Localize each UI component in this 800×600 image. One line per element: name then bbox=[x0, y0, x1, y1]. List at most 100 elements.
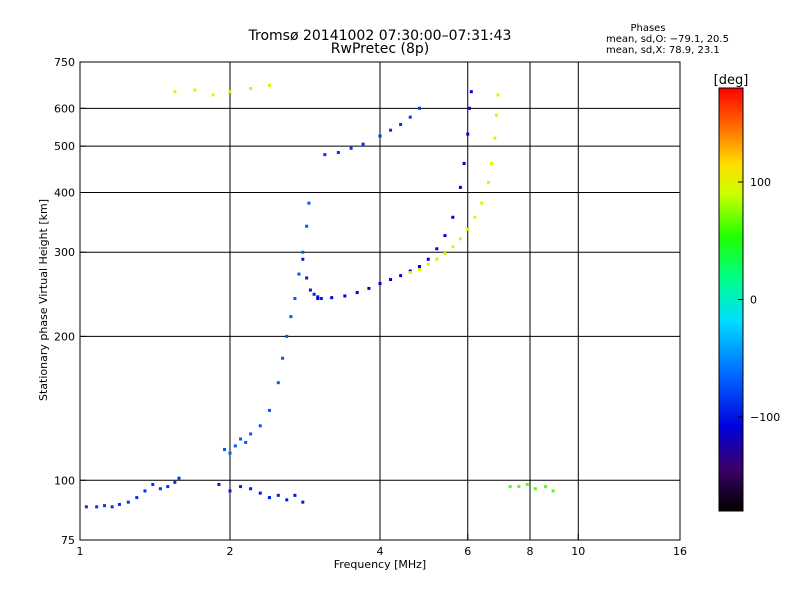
data-point bbox=[293, 493, 297, 497]
data-point bbox=[103, 504, 107, 508]
data-point bbox=[408, 115, 412, 119]
data-point bbox=[228, 90, 232, 94]
data-point bbox=[533, 487, 537, 491]
data-point bbox=[480, 201, 484, 205]
data-point bbox=[276, 381, 280, 385]
data-point bbox=[239, 485, 243, 489]
data-point bbox=[307, 201, 311, 205]
data-point bbox=[316, 295, 320, 299]
grid-lines bbox=[80, 62, 680, 540]
x-tick-label: 16 bbox=[673, 545, 687, 558]
data-point bbox=[239, 437, 243, 441]
data-point bbox=[276, 493, 280, 497]
data-point bbox=[228, 489, 232, 493]
data-point bbox=[117, 502, 121, 506]
data-point bbox=[267, 408, 271, 412]
data-point bbox=[443, 234, 447, 238]
data-point bbox=[228, 451, 232, 455]
data-point bbox=[361, 142, 365, 146]
chart-subtitle: RwPretec (8p) bbox=[331, 41, 429, 57]
y-tick-label: 100 bbox=[54, 474, 75, 487]
chart-title: Tromsø 20141002 07:30:00–07:31:43 bbox=[248, 28, 512, 44]
colorbar-tick-label: 100 bbox=[750, 176, 771, 189]
data-point bbox=[233, 444, 237, 448]
data-point bbox=[462, 161, 466, 165]
x-tick-label: 10 bbox=[571, 545, 585, 558]
data-point bbox=[211, 93, 215, 97]
data-point bbox=[389, 278, 393, 282]
data-point bbox=[312, 292, 316, 296]
data-point bbox=[223, 447, 227, 451]
data-point bbox=[281, 356, 285, 360]
stats-heading: Phases bbox=[630, 23, 665, 34]
data-point bbox=[110, 505, 114, 509]
x-tick-label: 2 bbox=[227, 545, 234, 558]
y-tick-label: 200 bbox=[54, 330, 75, 343]
data-point bbox=[417, 265, 421, 269]
data-point bbox=[517, 485, 521, 489]
data-point bbox=[378, 282, 382, 286]
data-point bbox=[293, 297, 297, 301]
data-point bbox=[493, 136, 497, 140]
x-axis-label: Frequency [MHz] bbox=[334, 558, 426, 571]
data-point bbox=[443, 252, 447, 256]
axis-ticks: 1 2 4 6 8 10 16 75 100 200 300 400 500 600 750 bbox=[54, 56, 687, 558]
data-point bbox=[355, 291, 359, 295]
colorbar-tick-label: 0 bbox=[750, 294, 757, 307]
data-point bbox=[151, 482, 155, 486]
data-point bbox=[458, 185, 462, 189]
data-point bbox=[143, 489, 147, 493]
data-point bbox=[289, 315, 293, 319]
data-point bbox=[249, 87, 253, 91]
data-point bbox=[408, 271, 412, 275]
y-tick-label: 75 bbox=[61, 534, 75, 547]
data-point bbox=[408, 269, 412, 273]
data-point bbox=[126, 500, 130, 504]
colorbar-label: [deg] bbox=[714, 73, 749, 88]
data-point bbox=[451, 245, 455, 249]
data-point bbox=[551, 489, 555, 493]
y-tick-label: 400 bbox=[54, 186, 75, 199]
data-point bbox=[330, 296, 334, 300]
data-point bbox=[249, 432, 253, 436]
data-point bbox=[494, 113, 498, 117]
data-point bbox=[417, 268, 421, 272]
data-point bbox=[249, 487, 253, 491]
stats-x-line: mean, sd,X: 78.9, 23.1 bbox=[606, 45, 720, 56]
data-point bbox=[367, 286, 371, 290]
data-point bbox=[297, 272, 301, 276]
data-point bbox=[451, 215, 455, 219]
colorbar-ticks: 100 0 −100 bbox=[738, 176, 780, 424]
data-point bbox=[95, 505, 99, 509]
stats-o-line: mean, sd,O: −79.1, 20.5 bbox=[606, 34, 729, 45]
data-point bbox=[217, 482, 221, 486]
data-point bbox=[426, 257, 430, 261]
colorbar-tick-label: −100 bbox=[750, 411, 780, 424]
data-point bbox=[301, 500, 305, 504]
data-point bbox=[319, 297, 323, 301]
data-point bbox=[308, 288, 312, 292]
y-tick-label: 750 bbox=[54, 56, 75, 69]
data-point bbox=[473, 215, 477, 219]
data-point bbox=[267, 83, 271, 87]
x-tick-label: 8 bbox=[527, 545, 534, 558]
y-tick-label: 600 bbox=[54, 102, 75, 115]
data-points bbox=[84, 83, 555, 509]
data-point bbox=[435, 247, 439, 251]
data-point bbox=[490, 161, 494, 165]
data-point bbox=[285, 498, 289, 502]
y-tick-label: 500 bbox=[54, 140, 75, 153]
data-point bbox=[399, 123, 403, 127]
data-point bbox=[399, 274, 403, 278]
data-point bbox=[525, 482, 529, 486]
data-point bbox=[173, 480, 177, 484]
data-point bbox=[466, 227, 470, 231]
data-point bbox=[301, 250, 305, 254]
data-point bbox=[158, 487, 162, 491]
data-point bbox=[417, 106, 421, 110]
x-tick-label: 1 bbox=[77, 545, 84, 558]
data-point bbox=[301, 257, 305, 261]
data-point bbox=[466, 132, 470, 136]
data-point bbox=[468, 106, 472, 110]
